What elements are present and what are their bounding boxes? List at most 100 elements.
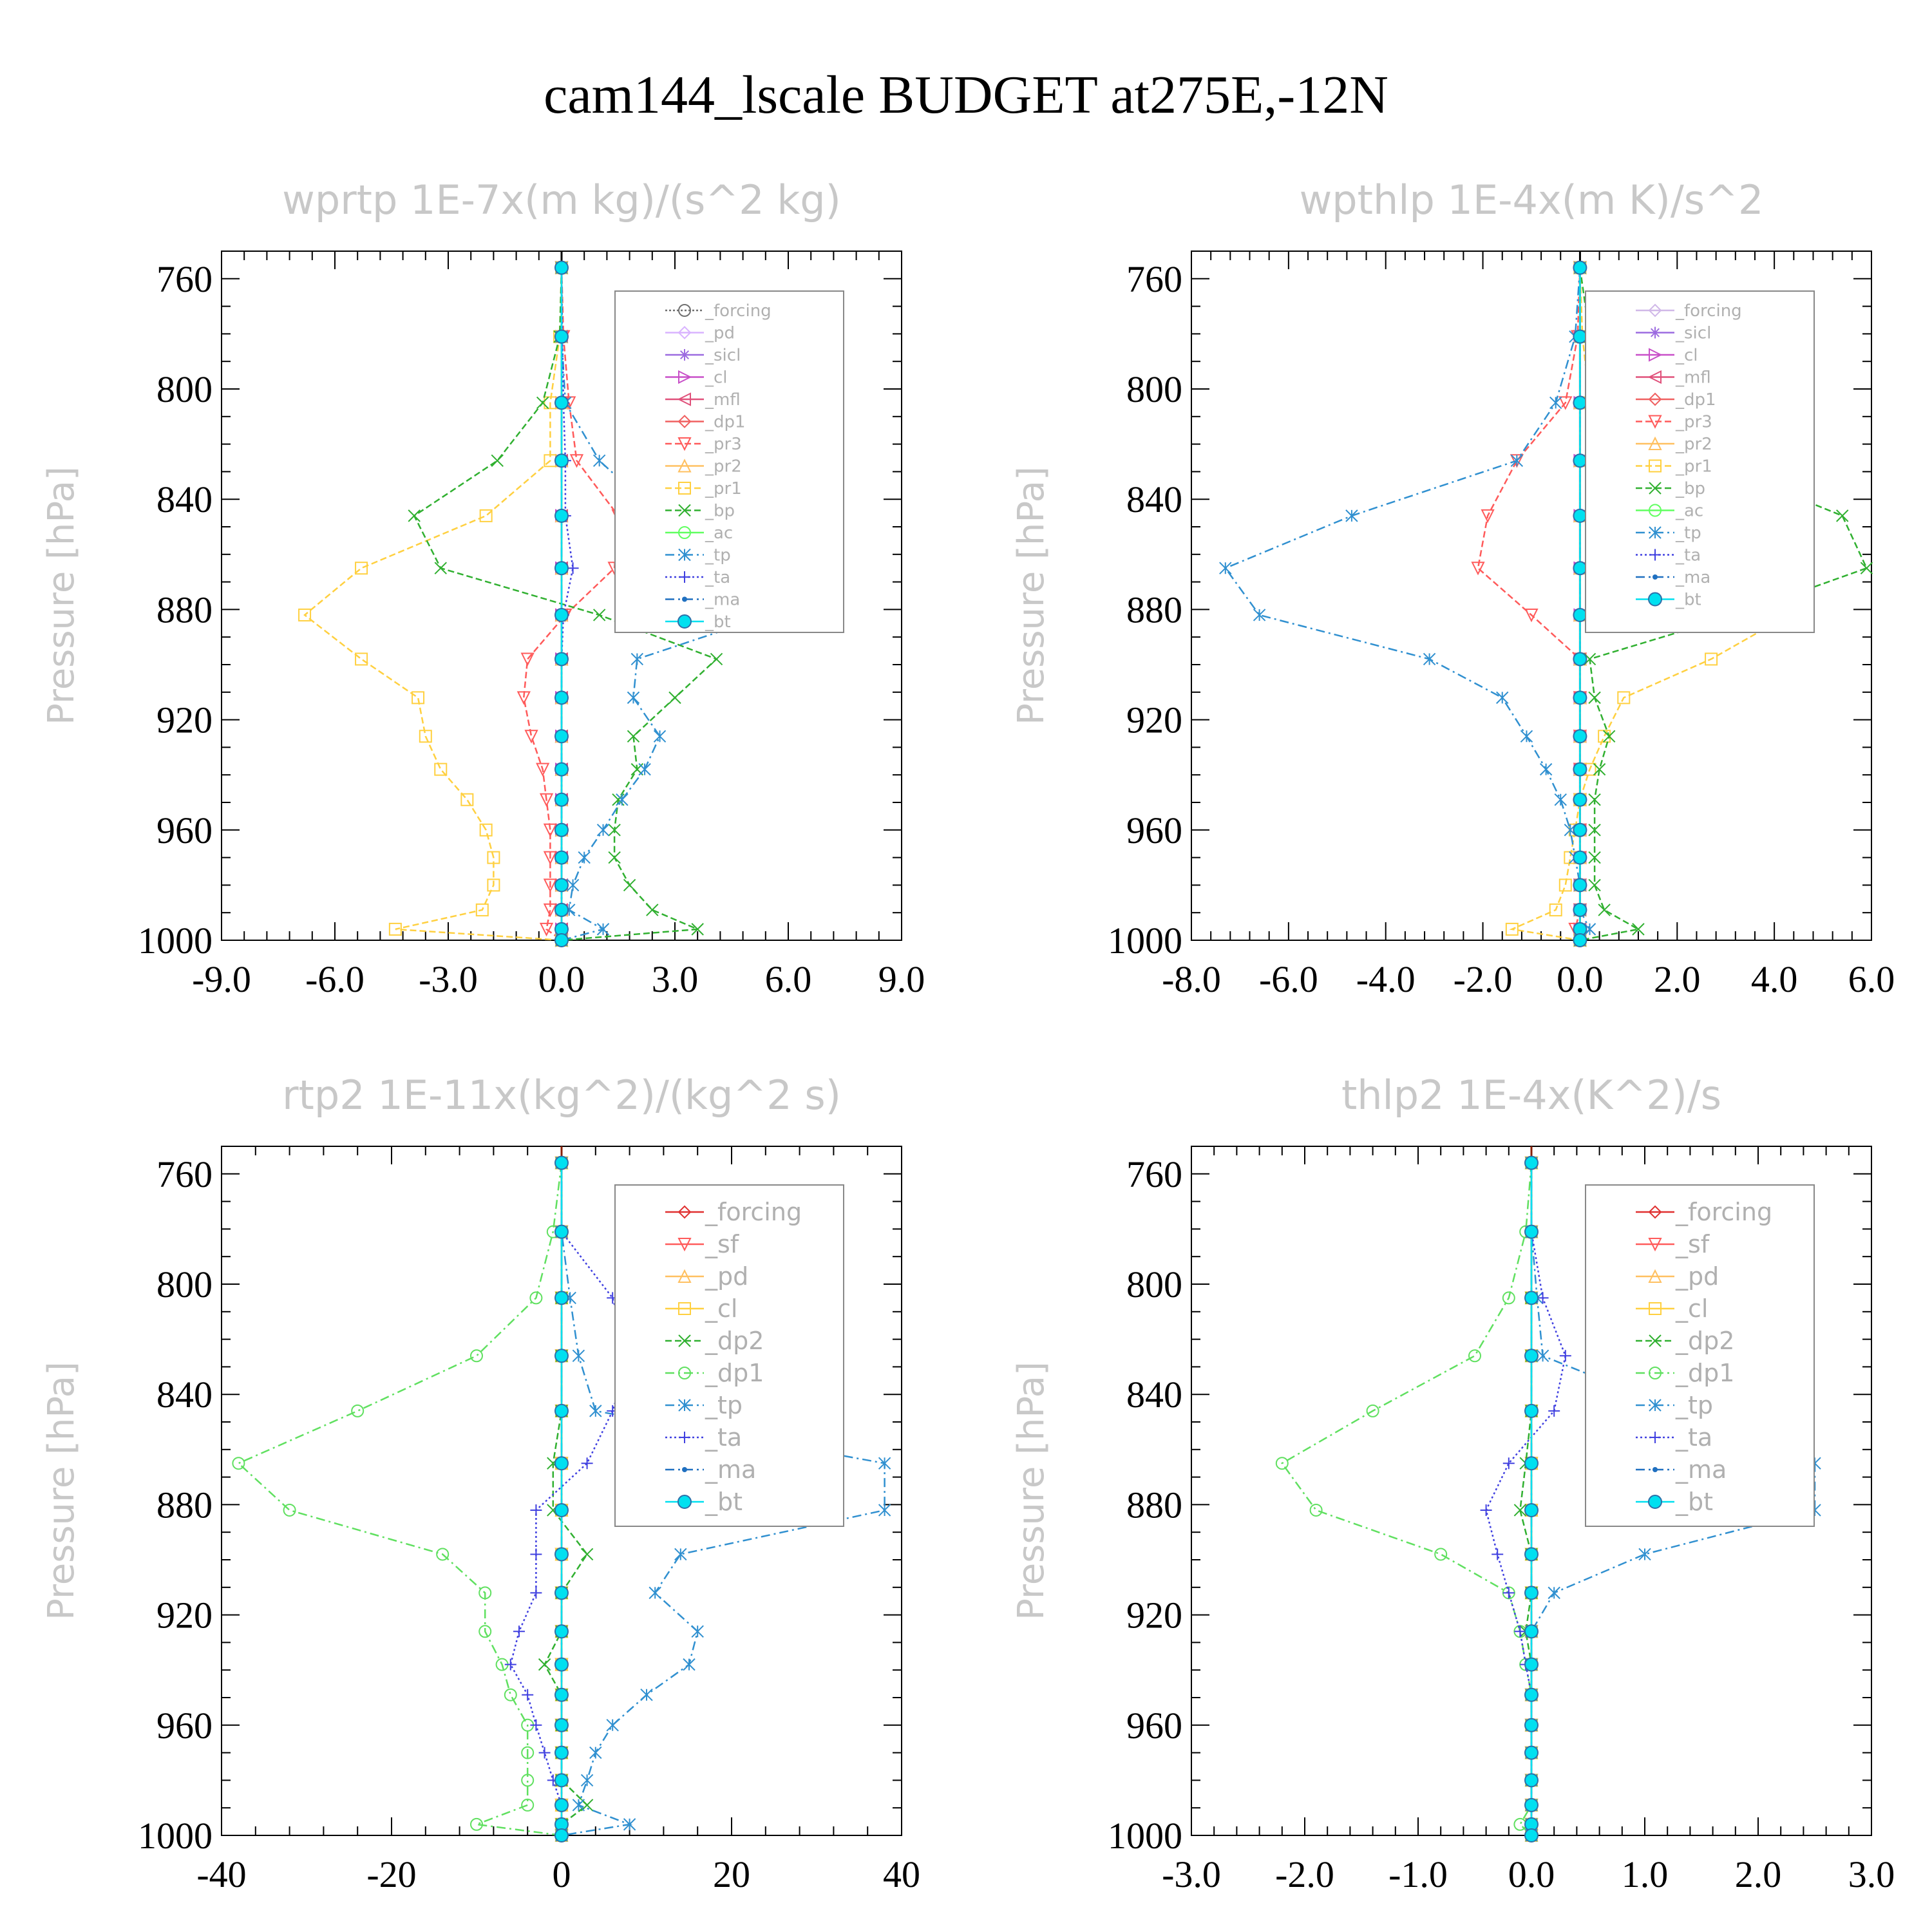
legend-marker_dp1 [677, 415, 692, 428]
series-line_dp2 [1519, 1162, 1533, 1835]
y-tick-label: 800 [1126, 368, 1182, 410]
data-point_pr1 [1558, 878, 1572, 892]
data-point_pr1 [487, 878, 500, 892]
data-point_bp [668, 691, 681, 705]
data-point_bt [1524, 1224, 1539, 1239]
data-point_dp1 [521, 1746, 535, 1759]
y-tick-label: 840 [1126, 478, 1182, 520]
data-point_bt [1524, 1797, 1539, 1812]
legend-label_bp: _bp [705, 502, 735, 521]
series-line_dp1 [237, 1162, 563, 1837]
y-tick-label: 840 [156, 1374, 213, 1416]
data-point_bt [1524, 1687, 1539, 1702]
data-point_dp1 [478, 1586, 492, 1600]
data-point_dp1 [521, 1798, 535, 1812]
y-tick-label: 920 [1126, 1595, 1182, 1636]
data-point_pr1 [1549, 903, 1562, 916]
legend-label_sf: _sf [705, 1230, 740, 1258]
y-tick-label: 920 [156, 699, 213, 741]
data-point_bt [1573, 762, 1587, 777]
data-point_tp [1549, 396, 1562, 410]
x-tick-label: -9.0 [192, 958, 251, 1000]
data-point_bt [1524, 1773, 1539, 1788]
legend-label_ta: _ta [705, 568, 730, 587]
data-point_pr1 [479, 823, 493, 837]
legend-label_cl: _cl [1675, 1294, 1708, 1323]
data-point_bt [1573, 878, 1587, 893]
y-tick-label: 880 [156, 589, 213, 630]
y-axis-label: Pressure [hPa] [1010, 466, 1052, 725]
x-tick-label: 3.0 [652, 958, 699, 1000]
legend-marker_bp [1649, 482, 1662, 495]
x-tick-label: 2.0 [1654, 958, 1701, 1000]
y-tick-label: 1000 [1108, 920, 1182, 961]
legend-marker_ma [682, 1467, 687, 1472]
data-point_pr3 [543, 851, 558, 865]
y-tick-label: 960 [156, 810, 213, 851]
legend-label_tp: _tp [705, 546, 731, 565]
data-point_pr1 [434, 762, 448, 776]
data-point_tp [649, 1586, 661, 1600]
data-point_bt [554, 902, 569, 917]
data-point_bt [554, 1502, 569, 1517]
data-point_pr3 [520, 652, 535, 667]
x-tick-label: 1.0 [1622, 1853, 1669, 1895]
legend-label_bt: _bt [705, 612, 731, 632]
data-point_dp1 [1513, 1817, 1527, 1831]
data-point_bp [646, 904, 659, 916]
y-tick-label: 760 [156, 1153, 213, 1195]
data-point_pr3 [569, 454, 584, 468]
data-point_bp [608, 824, 621, 837]
series-line_ta [509, 1162, 630, 1835]
data-point_bt [554, 561, 569, 576]
legend-marker_ta [679, 1432, 690, 1443]
data-point_tp [1510, 454, 1524, 467]
legend-label_pr3: _pr3 [705, 435, 742, 454]
data-point_dp2 [538, 1658, 551, 1671]
series-group [232, 1155, 891, 1843]
data-point_dp1 [351, 1404, 365, 1417]
x-tick-label: -2.0 [1275, 1853, 1334, 1895]
data-point_bp [1588, 878, 1601, 892]
data-point_bt [1524, 1586, 1539, 1600]
y-tick-label: 760 [1126, 1153, 1182, 1195]
data-point_bt [1573, 329, 1587, 344]
x-tick-label: 3.0 [1848, 1853, 1895, 1895]
data-point_pr1 [355, 562, 368, 575]
data-point_bt [554, 1687, 569, 1702]
data-point_bt [554, 508, 569, 523]
legend-marker_cl [1649, 348, 1663, 362]
legend-label_pr3: _pr3 [1675, 413, 1712, 432]
y-axis-label: Pressure [hPa] [1010, 1361, 1052, 1620]
legend-marker_ma [1653, 1467, 1658, 1472]
data-point_pr1 [419, 730, 432, 743]
series-line_tp [1530, 1162, 1816, 1835]
data-point_dp1 [478, 1625, 492, 1638]
data-point_tp [572, 1799, 585, 1812]
x-tick-label: 4.0 [1751, 958, 1798, 1000]
y-tick-label: 880 [1126, 1484, 1182, 1526]
data-point_bt [1573, 607, 1587, 622]
x-tick-label: 0.0 [1508, 1853, 1555, 1895]
data-point_tp [878, 1457, 891, 1470]
data-point_tp [616, 793, 629, 806]
data-point_ta [1502, 1457, 1515, 1470]
legend-label_forcing: _forcing [1675, 1198, 1772, 1226]
data-point_dp1 [1502, 1291, 1515, 1305]
legend-marker_ac [678, 526, 691, 539]
data-point_bp [608, 851, 621, 864]
series-line_pr3 [1477, 267, 1581, 941]
legend-marker_sf [1648, 1238, 1662, 1252]
legend-marker_tp [1649, 526, 1662, 539]
data-point_pr3 [1471, 562, 1485, 576]
legend-label_ta: _ta [705, 1423, 742, 1452]
y-tick-label: 760 [156, 258, 213, 300]
data-point_dp1 [232, 1457, 245, 1470]
x-tick-label: 9.0 [878, 958, 925, 1000]
legend-label_mfl: _mfl [1675, 368, 1711, 388]
y-tick-label: 880 [1126, 589, 1182, 630]
data-point_bp [408, 509, 421, 522]
data-point_tp [630, 652, 644, 666]
legend-label_bt: _bt [1675, 591, 1701, 610]
y-tick-label: 800 [1126, 1264, 1182, 1305]
